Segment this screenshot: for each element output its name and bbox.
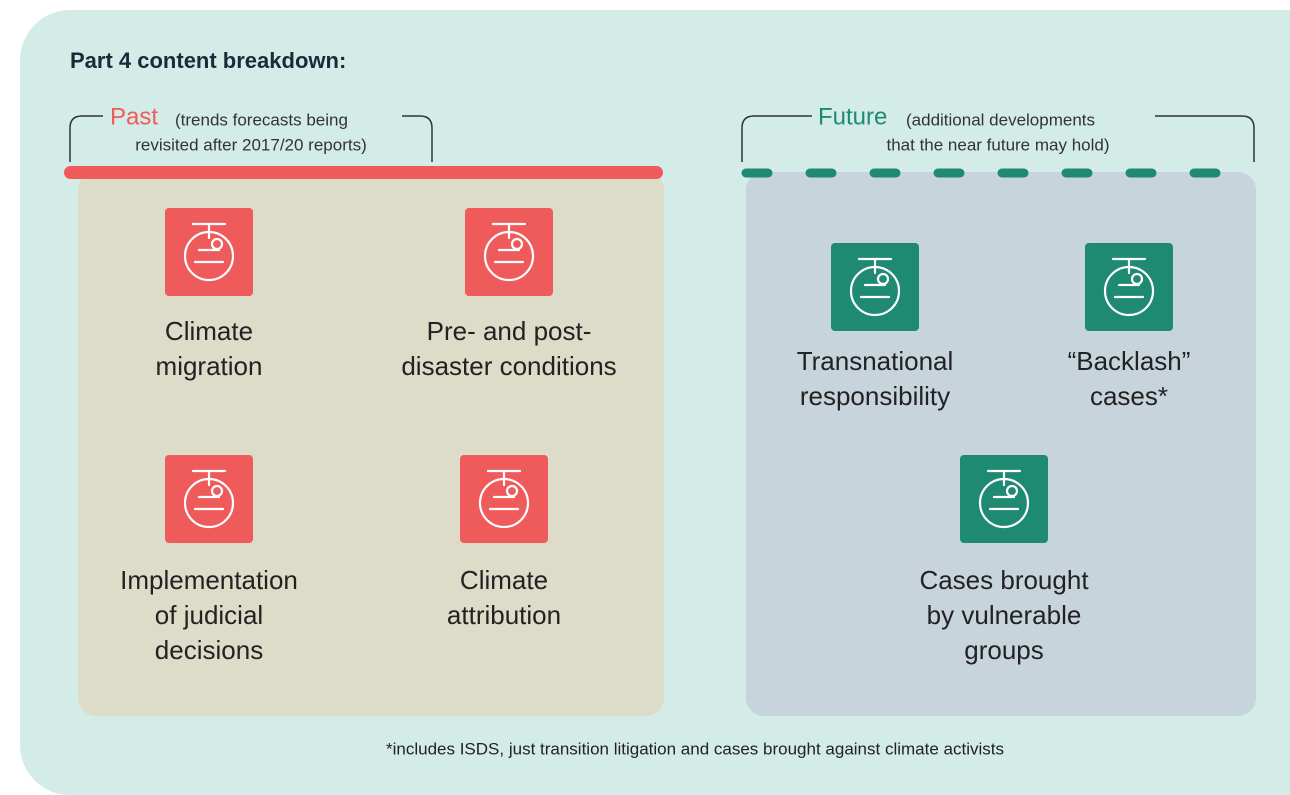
footnote: *includes ISDS, just transition litigati… bbox=[386, 739, 1004, 758]
icon-box bbox=[831, 243, 919, 331]
past-bracket bbox=[69, 115, 433, 162]
icon-box bbox=[460, 455, 548, 543]
past-panel bbox=[78, 172, 664, 716]
icon-glyph bbox=[210, 237, 224, 251]
item-label: decisions bbox=[155, 635, 263, 665]
item-label: groups bbox=[964, 635, 1044, 665]
icon bbox=[465, 208, 553, 296]
icon bbox=[165, 208, 253, 296]
item-label: Climate bbox=[165, 316, 253, 346]
past-bar bbox=[64, 166, 663, 179]
item-label: Implementation bbox=[120, 565, 298, 595]
title: Part 4 content breakdown: bbox=[70, 48, 346, 73]
icon-glyph bbox=[1111, 257, 1147, 299]
icon-glyph bbox=[876, 272, 890, 286]
item-label: cases* bbox=[1090, 381, 1168, 411]
icon-box bbox=[1085, 243, 1173, 331]
icon-glyph bbox=[510, 237, 524, 251]
item-label: Pre- and post- bbox=[427, 316, 592, 346]
icon bbox=[831, 243, 919, 331]
item-label: Transnational bbox=[797, 346, 954, 376]
icon-glyph bbox=[210, 484, 224, 498]
past-label: Past bbox=[110, 103, 158, 130]
item-label: attribution bbox=[447, 600, 561, 630]
future-bracket bbox=[741, 115, 1255, 162]
icon-glyph bbox=[986, 469, 1022, 511]
future-label: Future bbox=[818, 103, 887, 130]
past-note: revisited after 2017/20 reports) bbox=[135, 135, 367, 154]
icon-glyph bbox=[1005, 484, 1019, 498]
item-label: responsibility bbox=[800, 381, 950, 411]
icon bbox=[460, 455, 548, 543]
icon-glyph bbox=[1130, 272, 1144, 286]
icon-glyph bbox=[486, 469, 522, 511]
future-note: that the near future may hold) bbox=[886, 135, 1109, 154]
item-label: by vulnerable bbox=[927, 600, 1082, 630]
icon-glyph bbox=[857, 257, 893, 299]
item-label: Cases brought bbox=[919, 565, 1089, 595]
icon bbox=[960, 455, 1048, 543]
icon bbox=[1085, 243, 1173, 331]
icon-glyph bbox=[505, 484, 519, 498]
icon-box bbox=[165, 208, 253, 296]
icon-box bbox=[165, 455, 253, 543]
item-label: Climate bbox=[460, 565, 548, 595]
item-label: of judicial bbox=[155, 600, 263, 630]
future-note: (additional developments bbox=[906, 110, 1095, 129]
icon bbox=[165, 455, 253, 543]
item-label: disaster conditions bbox=[401, 351, 616, 381]
icon-glyph bbox=[491, 222, 527, 264]
item-label: migration bbox=[156, 351, 263, 381]
past-note: (trends forecasts being bbox=[175, 110, 348, 129]
item-label: “Backlash” bbox=[1068, 346, 1191, 376]
icon-glyph bbox=[191, 469, 227, 511]
icon-glyph bbox=[191, 222, 227, 264]
icon-box bbox=[960, 455, 1048, 543]
icon-box bbox=[465, 208, 553, 296]
